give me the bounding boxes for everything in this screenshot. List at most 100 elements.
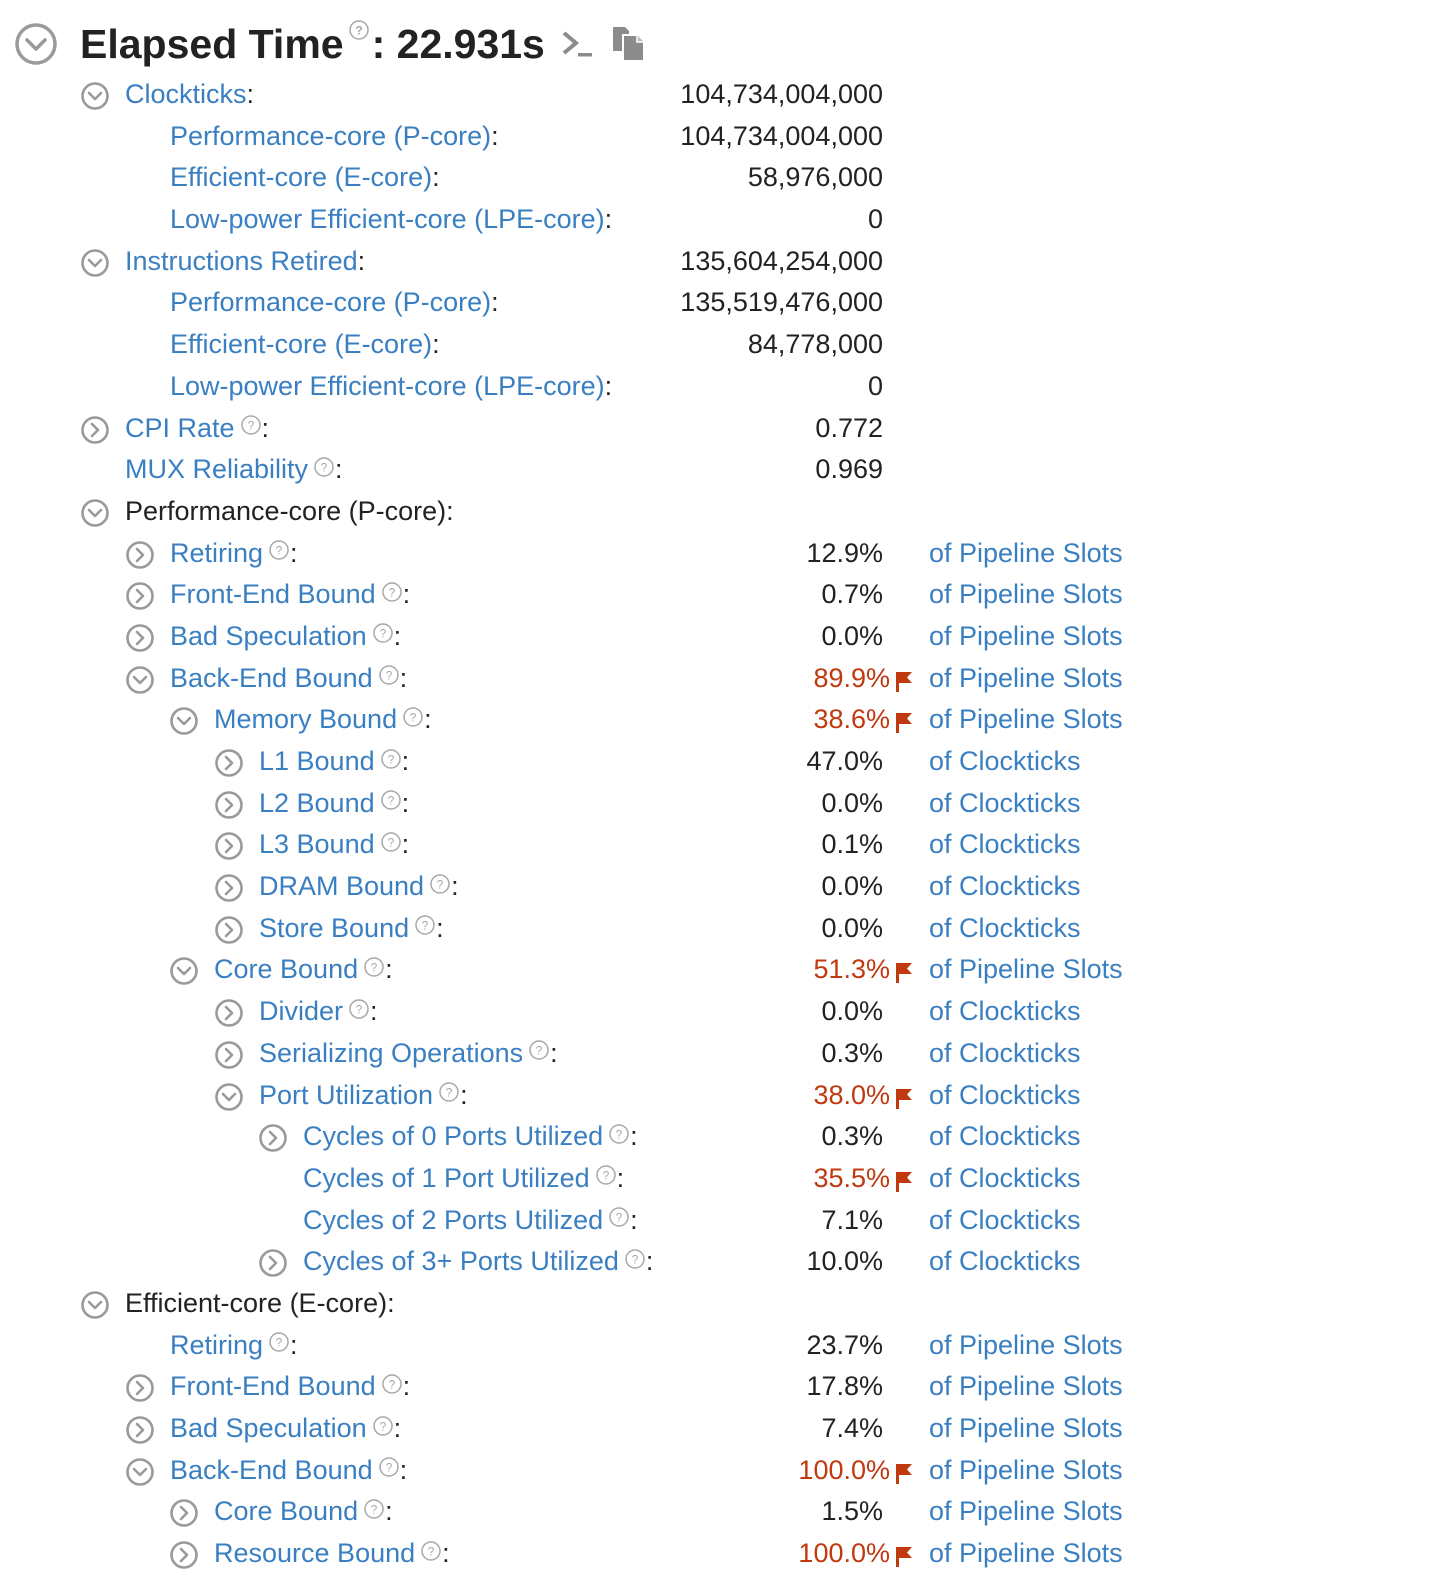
collapse-toggle-icon[interactable]: [125, 1415, 155, 1445]
metric-unit-link[interactable]: of Clockticks: [929, 912, 1081, 943]
metric-name-link[interactable]: Low-power Efficient-core (LPE-core): [170, 204, 605, 235]
metric-unit-link[interactable]: of Pipeline Slots: [929, 1371, 1123, 1402]
metric-name-link[interactable]: Bad Speculation: [170, 1413, 367, 1443]
metric-unit-link[interactable]: of Clockticks: [929, 746, 1081, 776]
metric-name-link[interactable]: Retiring: [170, 1329, 264, 1360]
metric-name-link[interactable]: Performance-core (P-core): [170, 287, 492, 318]
command-line-icon[interactable]: [561, 27, 595, 61]
expand-toggle-icon[interactable]: [125, 1457, 155, 1487]
collapse-toggle-icon[interactable]: [80, 415, 110, 445]
collapse-toggle-icon[interactable]: [258, 1123, 288, 1153]
metric-name-link[interactable]: Store Bound: [259, 912, 410, 943]
expand-toggle-icon[interactable]: [80, 498, 110, 528]
help-icon[interactable]: ?: [348, 19, 370, 41]
collapse-toggle-icon[interactable]: [14, 22, 58, 66]
metric-name-link[interactable]: Cycles of 0 Ports Utilized: [303, 1121, 604, 1152]
metric-name-link[interactable]: Serializing Operations: [259, 1037, 524, 1068]
collapse-toggle-icon[interactable]: [214, 873, 244, 903]
metric-unit-link[interactable]: of Clockticks: [929, 996, 1081, 1027]
metric-name-link[interactable]: Divider: [259, 996, 344, 1027]
metric-name-link[interactable]: Bad Speculation: [170, 620, 367, 651]
expand-toggle-icon[interactable]: [80, 1290, 110, 1320]
metric-name-link[interactable]: Clockticks: [125, 79, 247, 109]
metric-name-link[interactable]: Memory Bound: [214, 704, 398, 735]
metric-unit-link[interactable]: of Pipeline Slots: [929, 1454, 1123, 1485]
collapse-toggle-icon[interactable]: [214, 1040, 244, 1070]
metric-unit-link[interactable]: of Clockticks: [929, 829, 1081, 860]
metric-name-link[interactable]: Resource Bound: [214, 1538, 416, 1569]
collapse-toggle-icon[interactable]: [214, 831, 244, 861]
metric-name-link[interactable]: Back-End Bound: [170, 1454, 373, 1485]
metric-unit-link[interactable]: of Pipeline Slots: [929, 1496, 1123, 1527]
expand-toggle-icon[interactable]: [80, 81, 110, 111]
expand-toggle-icon[interactable]: [214, 1082, 244, 1112]
help-icon[interactable]: ?: [363, 956, 385, 978]
metric-unit-link[interactable]: of Pipeline Slots: [929, 1413, 1123, 1443]
help-icon[interactable]: ?: [372, 1415, 394, 1437]
metric-unit-link[interactable]: of Pipeline Slots: [929, 704, 1123, 735]
help-icon[interactable]: ?: [268, 539, 290, 561]
metric-name-link[interactable]: MUX Reliability: [125, 454, 309, 485]
help-icon[interactable]: ?: [313, 456, 335, 478]
metric-unit-link[interactable]: of Clockticks: [929, 1037, 1081, 1068]
metric-name-link[interactable]: Retiring: [170, 537, 264, 568]
metric-unit-link[interactable]: of Clockticks: [929, 1204, 1081, 1235]
help-icon[interactable]: ?: [363, 1498, 385, 1520]
metric-unit-link[interactable]: of Pipeline Slots: [929, 1329, 1123, 1360]
help-icon[interactable]: ?: [381, 1373, 403, 1395]
metric-name-link[interactable]: L1 Bound: [259, 746, 375, 776]
metric-name-link[interactable]: Cycles of 2 Ports Utilized: [303, 1204, 604, 1235]
metric-name-link[interactable]: Efficient-core (E-core): [170, 162, 433, 193]
collapse-toggle-icon[interactable]: [125, 540, 155, 570]
metric-name-link[interactable]: Core Bound: [214, 1496, 359, 1527]
help-icon[interactable]: ?: [402, 706, 424, 728]
help-icon[interactable]: ?: [528, 1039, 550, 1061]
collapse-toggle-icon[interactable]: [214, 998, 244, 1028]
metric-name-link[interactable]: Performance-core (P-core): [170, 120, 492, 151]
collapse-toggle-icon[interactable]: [214, 790, 244, 820]
help-icon[interactable]: ?: [348, 998, 370, 1020]
help-icon[interactable]: ?: [595, 1164, 617, 1186]
metric-name-link[interactable]: Low-power Efficient-core (LPE-core): [170, 370, 605, 401]
collapse-toggle-icon[interactable]: [125, 581, 155, 611]
metric-unit-link[interactable]: of Pipeline Slots: [929, 662, 1123, 693]
help-icon[interactable]: ?: [438, 1081, 460, 1103]
metric-unit-link[interactable]: of Pipeline Slots: [929, 579, 1123, 610]
help-icon[interactable]: ?: [268, 1331, 290, 1353]
collapse-toggle-icon[interactable]: [125, 623, 155, 653]
expand-toggle-icon[interactable]: [169, 706, 199, 736]
help-icon[interactable]: ?: [608, 1206, 630, 1228]
help-icon[interactable]: ?: [240, 414, 262, 436]
metric-name-link[interactable]: Core Bound: [214, 954, 359, 985]
help-icon[interactable]: ?: [380, 789, 402, 811]
help-icon[interactable]: ?: [378, 1456, 400, 1478]
metric-name-link[interactable]: Port Utilization: [259, 1079, 434, 1110]
help-icon[interactable]: ?: [381, 581, 403, 603]
metric-name-link[interactable]: Efficient-core (E-core): [170, 329, 433, 360]
metric-name-link[interactable]: L3 Bound: [259, 829, 375, 860]
metric-unit-link[interactable]: of Clockticks: [929, 871, 1081, 902]
metric-name-link[interactable]: Back-End Bound: [170, 662, 373, 693]
metric-unit-link[interactable]: of Clockticks: [929, 1079, 1081, 1110]
metric-name-link[interactable]: Front-End Bound: [170, 579, 376, 610]
help-icon[interactable]: ?: [429, 873, 451, 895]
help-icon[interactable]: ?: [414, 914, 436, 936]
metric-name-link[interactable]: Cycles of 1 Port Utilized: [303, 1162, 590, 1193]
metric-unit-link[interactable]: of Pipeline Slots: [929, 1538, 1123, 1569]
metric-unit-link[interactable]: of Clockticks: [929, 787, 1081, 818]
collapse-toggle-icon[interactable]: [214, 748, 244, 778]
help-icon[interactable]: ?: [380, 831, 402, 853]
help-icon[interactable]: ?: [372, 622, 394, 644]
copy-icon[interactable]: [611, 25, 647, 63]
expand-toggle-icon[interactable]: [169, 956, 199, 986]
metric-unit-link[interactable]: of Clockticks: [929, 1121, 1081, 1152]
metric-unit-link[interactable]: of Pipeline Slots: [929, 620, 1123, 651]
metric-name-link[interactable]: Front-End Bound: [170, 1371, 376, 1402]
metric-unit-link[interactable]: of Clockticks: [929, 1246, 1081, 1277]
collapse-toggle-icon[interactable]: [125, 1373, 155, 1403]
help-icon[interactable]: ?: [380, 748, 402, 770]
help-icon[interactable]: ?: [624, 1248, 646, 1270]
metric-name-link[interactable]: Cycles of 3+ Ports Utilized: [303, 1246, 619, 1277]
help-icon[interactable]: ?: [378, 664, 400, 686]
metric-name-link[interactable]: DRAM Bound: [259, 871, 425, 902]
